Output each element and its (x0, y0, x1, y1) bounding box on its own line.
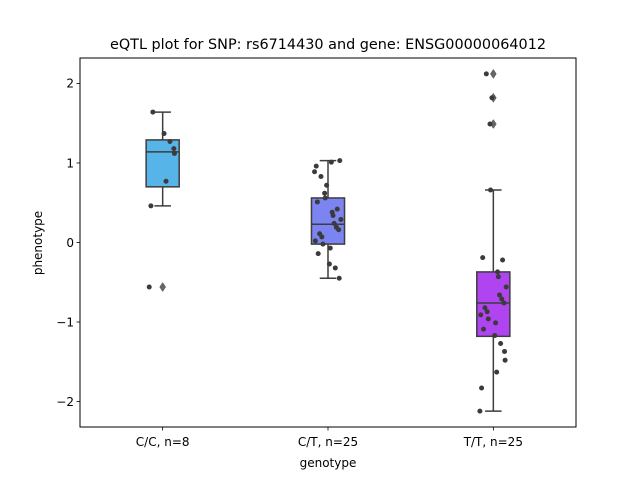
x-tick-label: C/C, n=8 (136, 435, 190, 449)
data-point (496, 292, 502, 298)
data-point (336, 227, 342, 233)
y-tick-label: 0 (66, 236, 74, 250)
data-point (488, 187, 494, 193)
data-point (322, 190, 328, 196)
data-point (324, 182, 330, 188)
data-point (482, 305, 488, 311)
data-point (312, 169, 318, 175)
y-axis: −2 −1 0 1 2 (56, 77, 80, 409)
data-point (487, 121, 493, 127)
genotype-group (145, 109, 180, 292)
data-point (336, 275, 342, 281)
data-point (327, 245, 333, 251)
data-point (163, 178, 169, 184)
data-point (146, 284, 152, 290)
data-point (312, 238, 318, 244)
data-point (495, 274, 501, 280)
data-point (330, 212, 336, 218)
data-point (484, 309, 490, 315)
data-point (319, 234, 325, 240)
genotype-group (310, 158, 346, 281)
data-point (489, 95, 495, 101)
data-point (320, 241, 326, 247)
y-axis-label: phenotype (31, 211, 45, 275)
x-axis-label: genotype (300, 456, 357, 470)
data-point (493, 320, 499, 326)
data-point (500, 257, 506, 263)
y-tick-label: 1 (66, 156, 74, 170)
data-point (331, 220, 337, 226)
data-point (148, 203, 154, 209)
data-point (334, 206, 340, 212)
data-point (485, 316, 491, 322)
data-point (494, 369, 500, 375)
x-tick-label: C/T, n=25 (298, 435, 358, 449)
chart-title: eQTL plot for SNP: rs6714430 and gene: E… (110, 37, 546, 53)
y-tick-label: −1 (56, 315, 74, 329)
data-point (501, 300, 507, 306)
data-point (326, 261, 332, 267)
data-point (171, 150, 177, 156)
data-point (477, 408, 483, 414)
outlier-marker (159, 282, 166, 292)
data-point (315, 251, 321, 257)
x-axis: C/C, n=8 C/T, n=25 T/T, n=25 (136, 427, 523, 449)
data-point (503, 284, 509, 290)
data-point (480, 255, 486, 261)
data-point (322, 195, 328, 201)
data-point (498, 340, 504, 346)
data-point (495, 269, 501, 275)
data-point (502, 348, 508, 354)
data-point (338, 216, 344, 222)
data-point (150, 109, 156, 115)
data-point (481, 326, 487, 332)
data-point (171, 146, 177, 152)
data-point (328, 159, 334, 165)
plot-area (145, 68, 511, 414)
x-tick-label: T/T, n=25 (463, 435, 523, 449)
data-point (167, 139, 173, 145)
data-point (479, 385, 485, 391)
data-point (332, 265, 338, 271)
data-point (502, 357, 508, 363)
data-point (492, 333, 498, 339)
y-tick-label: −2 (56, 395, 74, 409)
data-point (483, 71, 489, 77)
data-point (337, 158, 343, 164)
data-point (314, 199, 320, 205)
y-tick-label: 2 (66, 77, 74, 91)
data-point (499, 296, 505, 302)
data-point (161, 131, 167, 137)
data-point (313, 163, 319, 169)
data-point (478, 312, 484, 318)
genotype-group (476, 68, 511, 414)
data-point (318, 173, 324, 179)
outlier-marker (490, 68, 497, 79)
